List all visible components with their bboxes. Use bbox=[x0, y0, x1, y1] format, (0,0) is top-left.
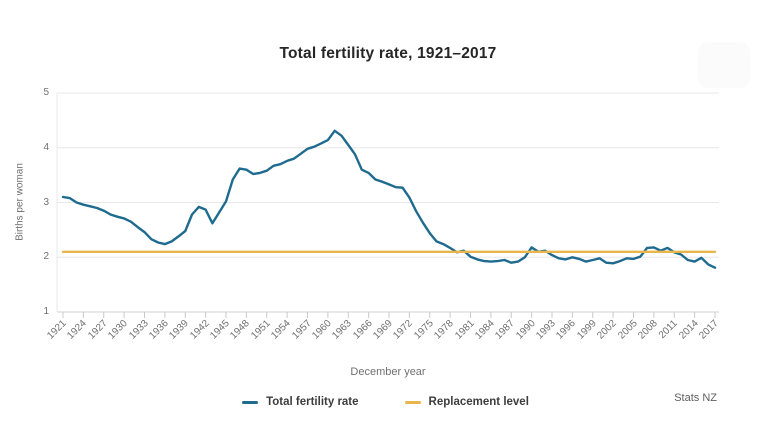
y-tick-label: 4 bbox=[43, 141, 49, 153]
stats-nz-credit: Stats NZ bbox=[674, 392, 717, 404]
y-tick-label: 2 bbox=[43, 251, 49, 263]
total-fertility-rate-line bbox=[61, 129, 717, 269]
replacement-level-swatch-icon bbox=[404, 400, 421, 404]
legend-item-total-fertility-rate[interactable]: Total fertility rate bbox=[242, 396, 359, 408]
legend: Total fertility rate Replacement level bbox=[0, 396, 771, 408]
faint-corner-artifact bbox=[698, 42, 750, 88]
legend-label: Replacement level bbox=[428, 396, 529, 408]
chart-title: Total fertility rate, 1921–2017 bbox=[279, 45, 497, 62]
y-tick-label: 5 bbox=[43, 87, 49, 98]
total-fertility-rate-swatch-icon bbox=[242, 400, 259, 404]
y-tick-label: 3 bbox=[43, 196, 49, 208]
legend-item-replacement-level[interactable]: Replacement level bbox=[404, 396, 529, 408]
y-axis-title: Births per woman bbox=[14, 163, 26, 241]
y-tick-label: 1 bbox=[43, 306, 49, 317]
legend-label: Total fertility rate bbox=[266, 396, 359, 408]
x-axis-title: December year bbox=[350, 366, 426, 378]
